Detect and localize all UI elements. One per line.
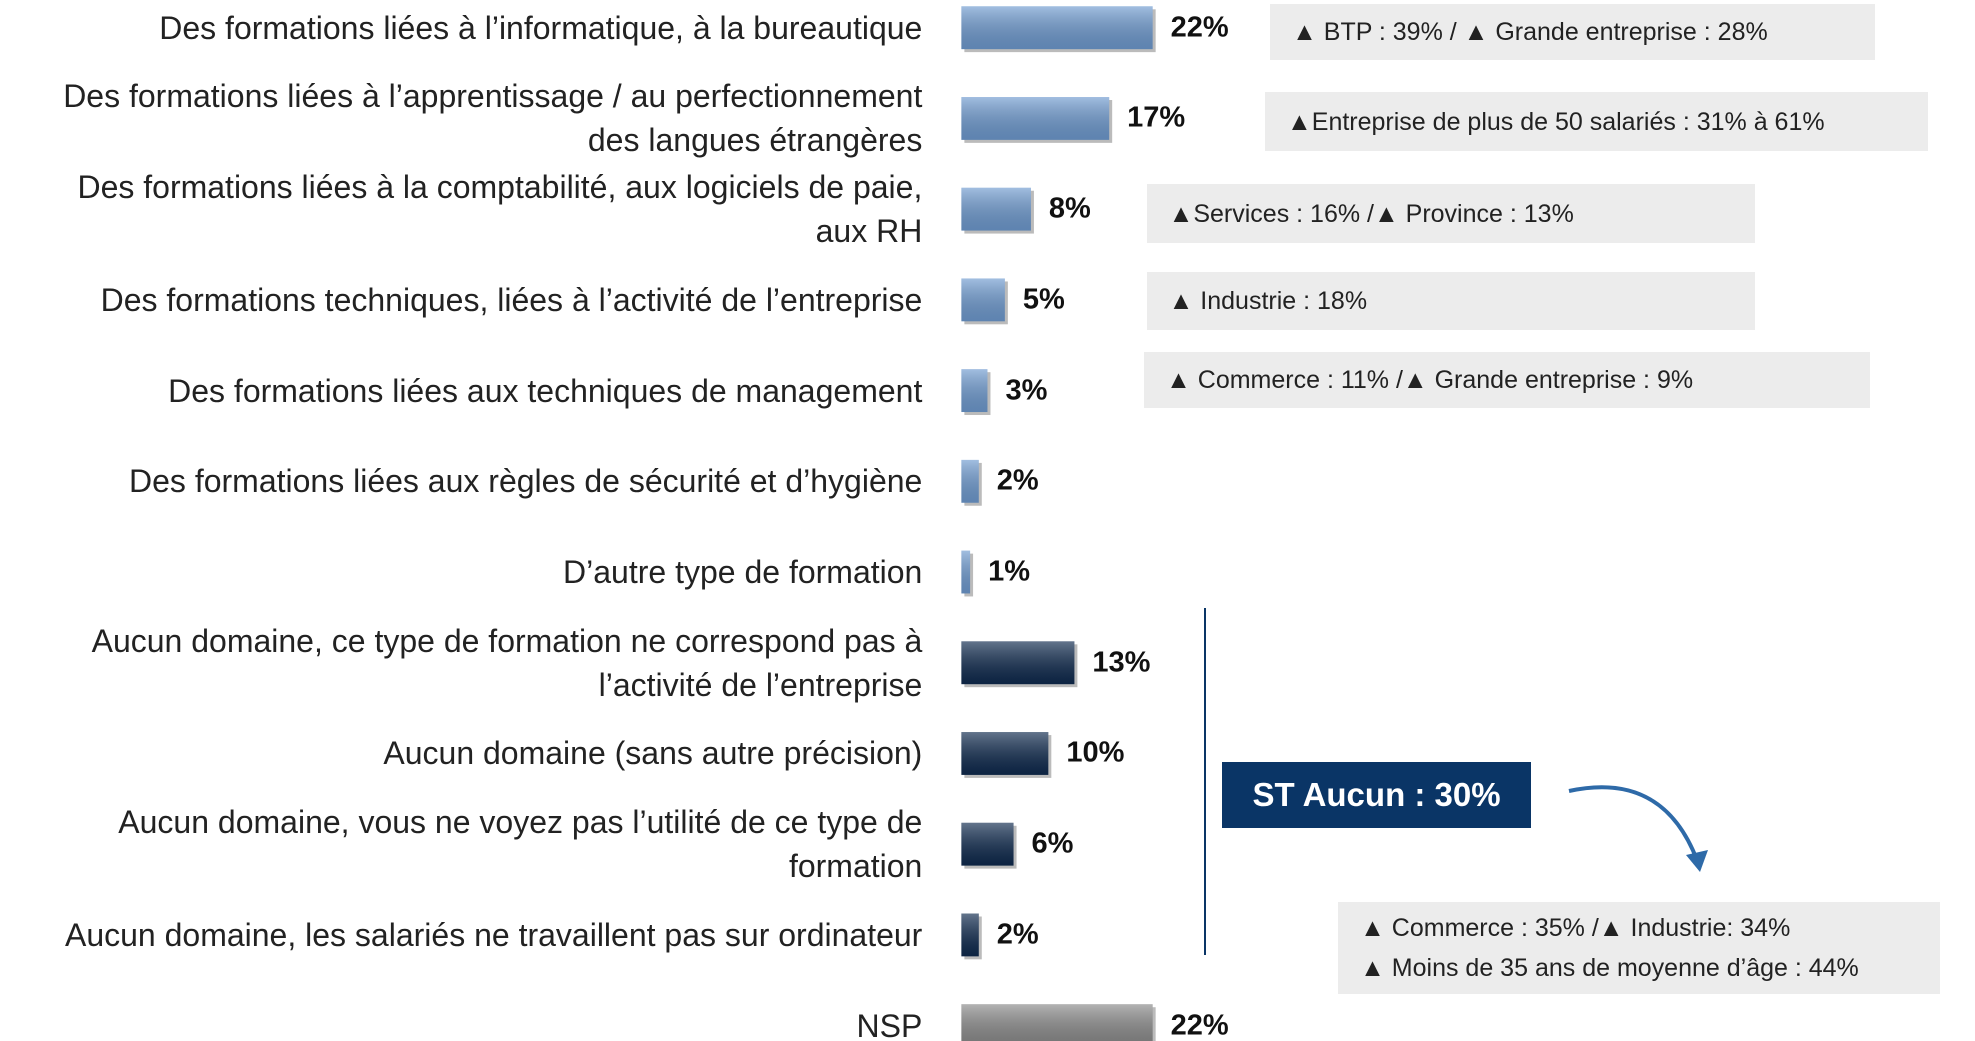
bar-sheen	[961, 187, 1031, 231]
bar-sheen	[961, 459, 979, 503]
bar-sheen	[961, 6, 1153, 50]
category-label: NSP	[856, 1007, 923, 1041]
category-label: Aucun domaine, ce type de formation ne c…	[91, 622, 923, 703]
value-label: 5%	[1022, 283, 1065, 316]
summary-box: ST Aucun : 30%	[1222, 762, 1531, 828]
bar-sheen	[961, 97, 1110, 140]
annotation: ▲ Commerce : 35% /▲ Industrie: 34% ▲ Moi…	[1338, 902, 1941, 995]
bar-sheen	[961, 913, 979, 957]
bar-sheen	[961, 641, 1075, 685]
category-label: Aucun domaine, les salariés ne travaille…	[64, 916, 923, 953]
annotation: ▲ BTP : 39% / ▲ Grande entreprise : 28%	[1270, 3, 1875, 61]
annotation: ▲Entreprise de plus de 50 salariés : 31%…	[1265, 91, 1928, 152]
value-label: 22%	[1170, 1009, 1229, 1041]
bar-sheen	[961, 732, 1049, 775]
value-label: 3%	[1005, 374, 1048, 407]
value-label: 17%	[1127, 101, 1186, 134]
bar-sheen	[961, 550, 971, 594]
bar-sheen	[961, 822, 1014, 866]
value-label: 6%	[1031, 827, 1074, 860]
annotation: ▲Services : 16% /▲ Province : 13%	[1146, 183, 1756, 244]
arrow-head	[1686, 850, 1708, 872]
bar-sheen	[961, 1004, 1153, 1041]
value-label: 1%	[988, 555, 1030, 588]
value-label: 22%	[1170, 11, 1229, 44]
category-label: Des formations liées à l’apprentissage /…	[63, 78, 923, 159]
bar-sheen	[961, 369, 988, 413]
value-label: 2%	[996, 464, 1039, 497]
annotation: ▲ Commerce : 11% /▲ Grande entreprise : …	[1144, 351, 1870, 409]
bar-sheen	[961, 278, 1005, 322]
category-label: D’autre type de formation	[563, 554, 923, 591]
category-label: Des formations liées à l’informatique, à…	[159, 9, 923, 46]
value-label: 13%	[1092, 646, 1151, 679]
value-label: 2%	[996, 918, 1039, 951]
category-label: Aucun domaine (sans autre précision)	[383, 735, 923, 772]
category-label: Des formations liées aux techniques de m…	[168, 372, 923, 409]
category-label: Des formations liées à la comptabilité, …	[77, 169, 923, 250]
category-label: Des formations techniques, liées à l’act…	[100, 281, 923, 318]
value-label: 10%	[1066, 736, 1125, 769]
arrow	[1568, 785, 1699, 861]
value-label: 8%	[1048, 192, 1091, 225]
category-label: Des formations liées aux règles de sécur…	[129, 463, 923, 500]
category-label: Aucun domaine, vous ne voyez pas l’utili…	[118, 804, 923, 885]
annotation: ▲ Industrie : 18%	[1146, 272, 1756, 331]
